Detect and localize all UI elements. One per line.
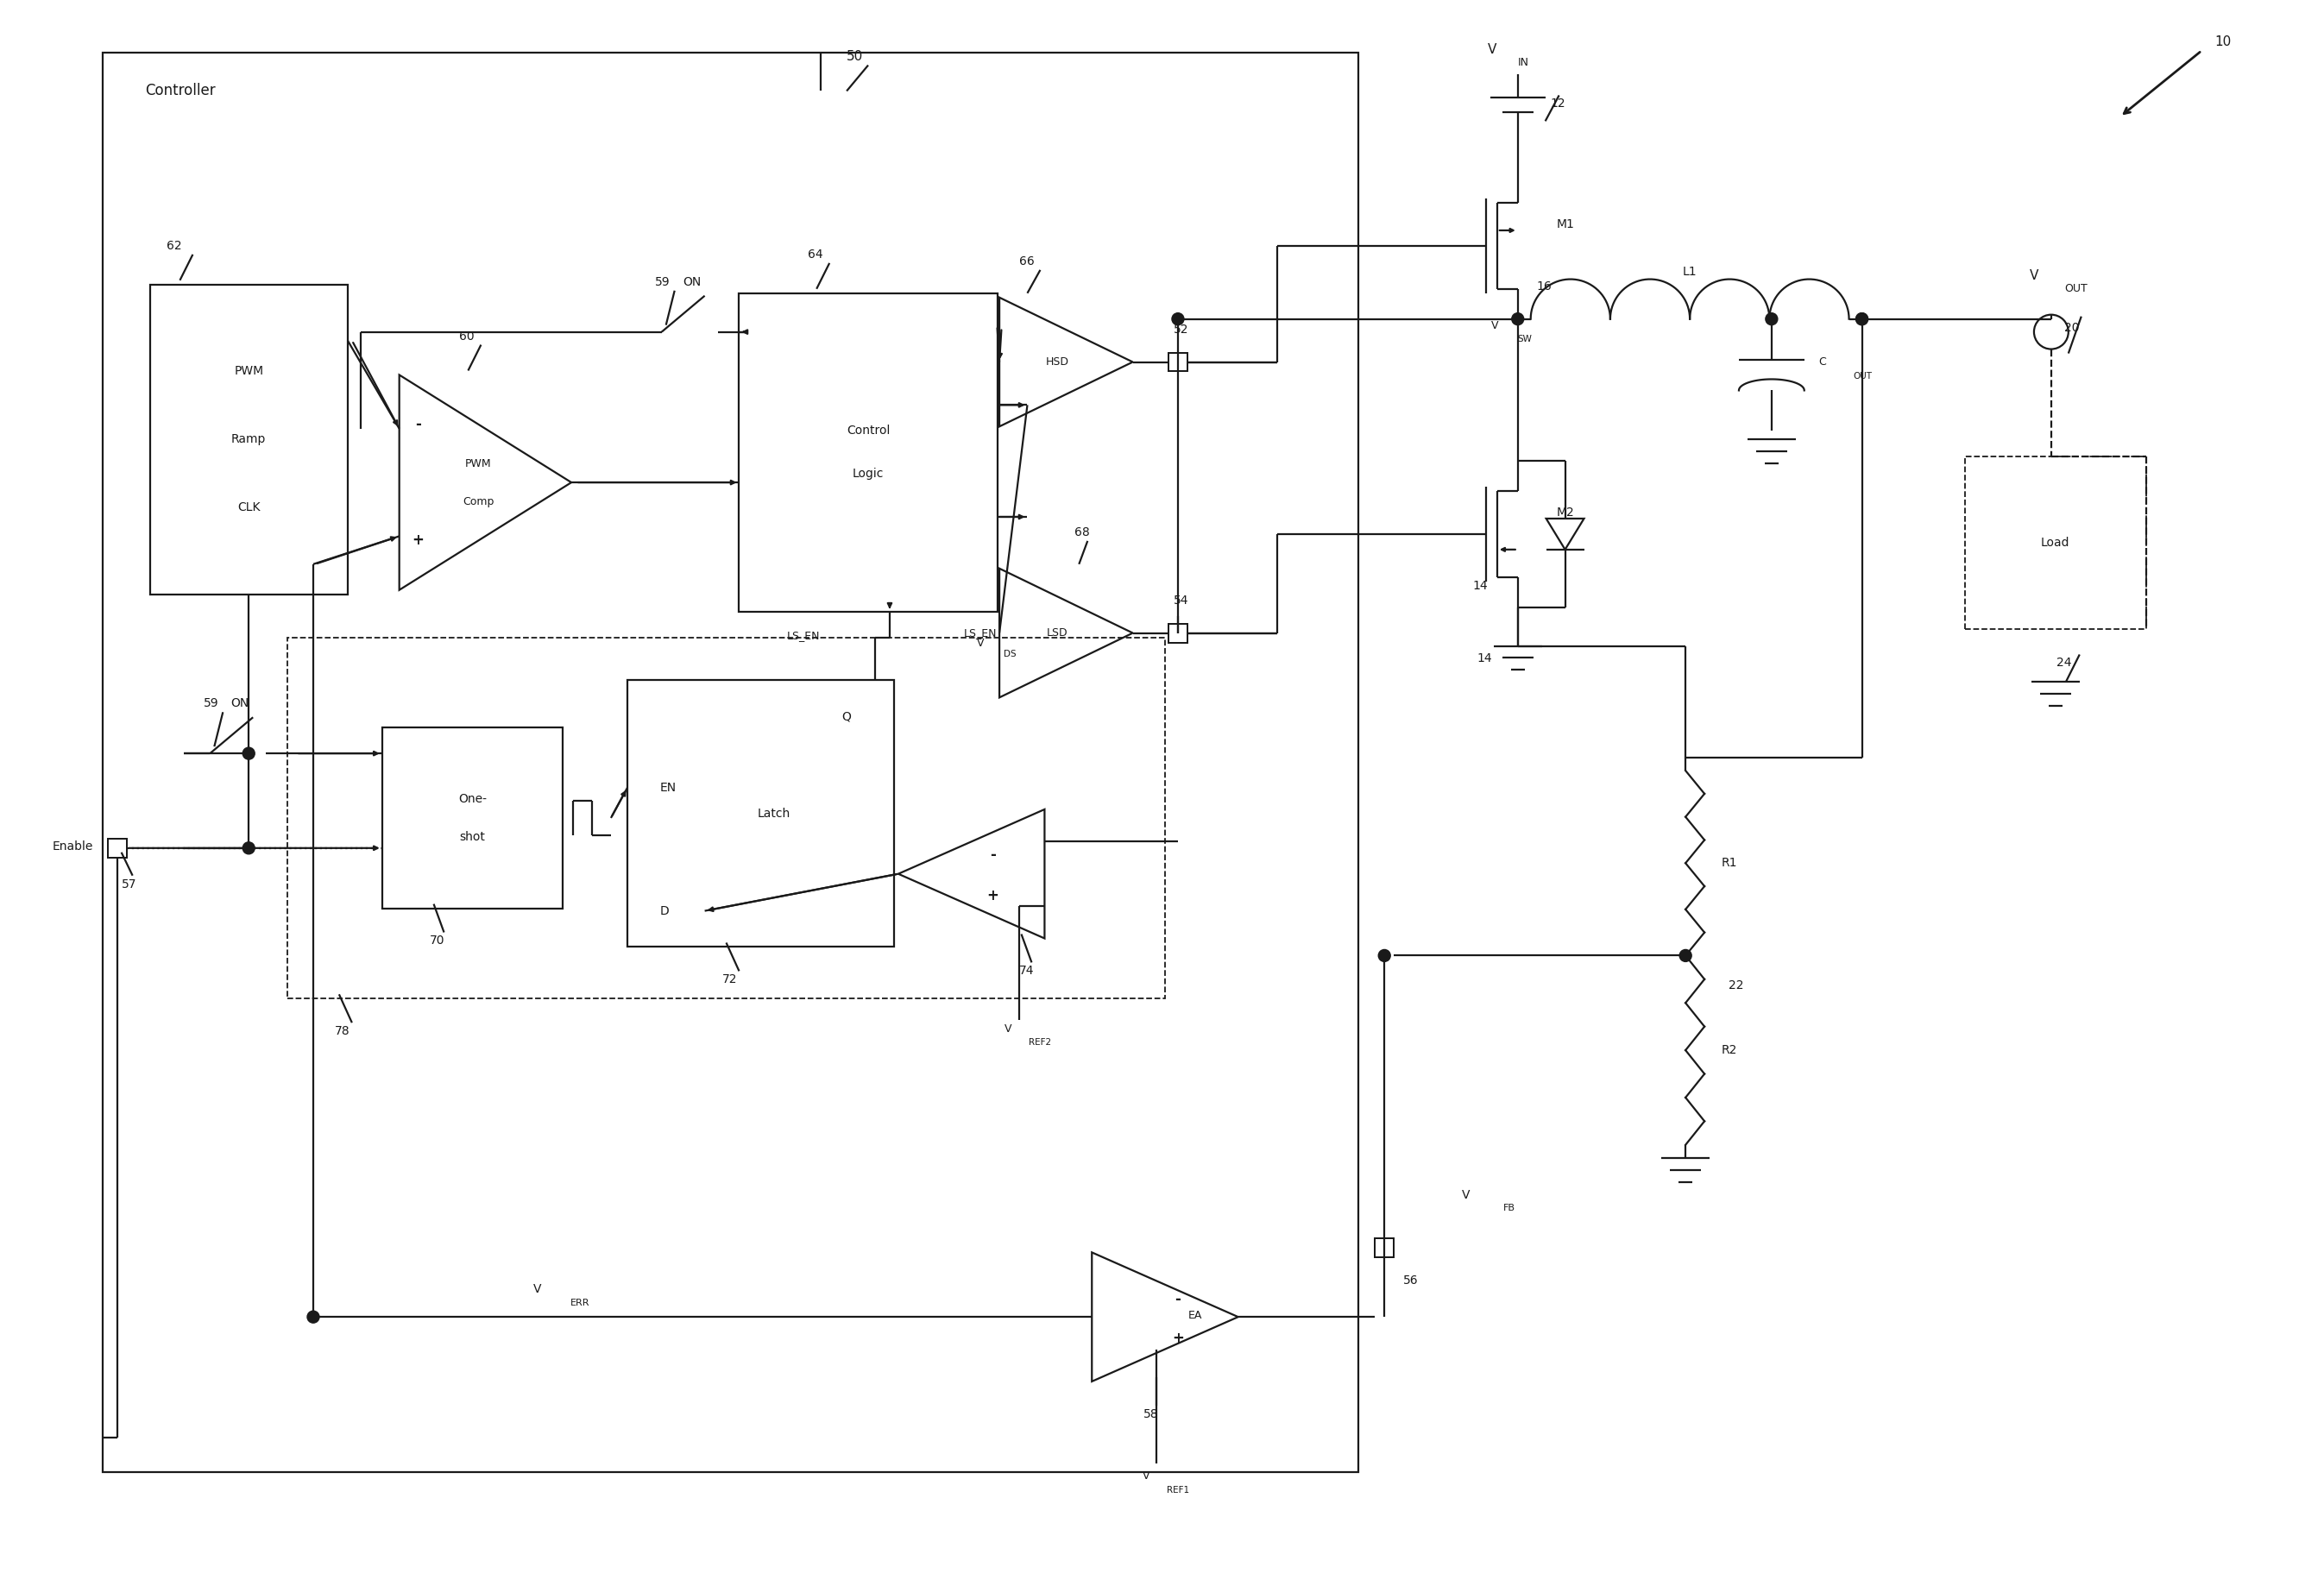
Bar bbox=[1169, 352, 1188, 371]
Text: +: + bbox=[1171, 1331, 1183, 1347]
Text: ON: ON bbox=[230, 698, 249, 709]
Circle shape bbox=[1857, 312, 1868, 325]
Circle shape bbox=[242, 747, 256, 760]
Bar bbox=[1376, 1239, 1394, 1258]
Text: 10: 10 bbox=[2215, 35, 2231, 49]
Bar bbox=[627, 680, 895, 947]
Text: REF1: REF1 bbox=[1167, 1486, 1190, 1494]
Text: CLK: CLK bbox=[237, 501, 260, 514]
Circle shape bbox=[1766, 312, 1778, 325]
Text: ON: ON bbox=[683, 276, 702, 289]
Text: Q: Q bbox=[841, 711, 851, 723]
Text: OUT: OUT bbox=[1852, 373, 1873, 381]
Bar bbox=[107, 839, 125, 858]
Text: C: C bbox=[1820, 357, 1827, 368]
Text: 62: 62 bbox=[167, 239, 181, 252]
Text: V: V bbox=[1004, 1023, 1011, 1034]
Text: LSD: LSD bbox=[1046, 628, 1069, 639]
Circle shape bbox=[1857, 312, 1868, 325]
Text: 24: 24 bbox=[2057, 657, 2071, 669]
Text: 22: 22 bbox=[1729, 980, 1743, 991]
Text: DS: DS bbox=[1004, 650, 1016, 658]
Text: 57: 57 bbox=[121, 879, 137, 890]
Bar bbox=[739, 293, 997, 612]
Text: V: V bbox=[976, 638, 983, 649]
Text: V: V bbox=[532, 1283, 541, 1296]
Text: -: - bbox=[1176, 1293, 1181, 1307]
Text: V: V bbox=[1487, 43, 1497, 56]
Circle shape bbox=[242, 842, 256, 855]
Text: 16: 16 bbox=[1536, 281, 1552, 292]
Text: EA: EA bbox=[1188, 1310, 1202, 1321]
Circle shape bbox=[1378, 950, 1390, 961]
Text: M2: M2 bbox=[1557, 506, 1573, 519]
Text: +: + bbox=[411, 533, 425, 549]
Text: 70: 70 bbox=[430, 934, 444, 947]
Text: 59: 59 bbox=[205, 698, 218, 709]
Text: -: - bbox=[416, 417, 421, 431]
Text: 58: 58 bbox=[1143, 1408, 1160, 1419]
Text: 68: 68 bbox=[1074, 527, 1090, 538]
Circle shape bbox=[1171, 312, 1183, 325]
Text: PWM: PWM bbox=[235, 365, 263, 377]
Text: 14: 14 bbox=[1473, 579, 1487, 592]
Text: shot: shot bbox=[460, 831, 486, 842]
Text: Enable: Enable bbox=[53, 841, 93, 852]
Bar bbox=[1966, 457, 2145, 628]
Circle shape bbox=[307, 1312, 318, 1323]
Text: R1: R1 bbox=[1722, 856, 1738, 869]
Text: IN: IN bbox=[1518, 57, 1529, 68]
Text: Latch: Latch bbox=[758, 807, 790, 820]
Bar bbox=[102, 52, 1360, 1472]
Text: Ramp: Ramp bbox=[232, 433, 267, 446]
Text: 52: 52 bbox=[1174, 324, 1188, 335]
Text: 14: 14 bbox=[1476, 653, 1492, 665]
Text: 78: 78 bbox=[335, 1025, 351, 1037]
Text: Control: Control bbox=[846, 425, 890, 436]
Text: 60: 60 bbox=[460, 330, 474, 343]
Text: 66: 66 bbox=[1018, 255, 1034, 268]
Text: 54: 54 bbox=[1174, 595, 1188, 606]
Text: M1: M1 bbox=[1557, 219, 1573, 230]
Text: REF2: REF2 bbox=[1030, 1039, 1053, 1047]
Text: PWM: PWM bbox=[465, 458, 493, 469]
Text: R2: R2 bbox=[1722, 1044, 1738, 1056]
Text: EN: EN bbox=[660, 782, 676, 795]
Text: +: + bbox=[988, 888, 999, 902]
Text: 74: 74 bbox=[1018, 964, 1034, 977]
Text: Load: Load bbox=[2040, 536, 2071, 549]
Bar bbox=[149, 284, 349, 595]
Text: 20: 20 bbox=[2064, 322, 2080, 333]
Text: FB: FB bbox=[1504, 1204, 1515, 1212]
Text: V: V bbox=[1141, 1470, 1150, 1481]
Text: Controller: Controller bbox=[146, 82, 216, 98]
Text: HSD: HSD bbox=[1046, 357, 1069, 368]
Text: Comp: Comp bbox=[462, 496, 495, 508]
Text: -: - bbox=[990, 847, 997, 863]
Text: V: V bbox=[1492, 320, 1499, 331]
Text: OUT: OUT bbox=[2064, 284, 2087, 295]
Text: Logic: Logic bbox=[853, 468, 883, 481]
Text: LS_EN: LS_EN bbox=[964, 628, 997, 639]
Text: V: V bbox=[2029, 270, 2038, 282]
Bar bbox=[381, 728, 562, 909]
Text: V: V bbox=[1462, 1190, 1471, 1201]
Text: 72: 72 bbox=[723, 974, 737, 986]
Text: D: D bbox=[660, 906, 669, 917]
Text: 59: 59 bbox=[655, 276, 669, 289]
Circle shape bbox=[1511, 312, 1525, 325]
Text: SW: SW bbox=[1518, 335, 1532, 343]
Circle shape bbox=[1680, 950, 1692, 961]
Text: One-: One- bbox=[458, 793, 486, 806]
Text: 56: 56 bbox=[1404, 1275, 1418, 1286]
Text: 50: 50 bbox=[846, 51, 862, 63]
Bar bbox=[288, 638, 1164, 999]
Text: LS_EN: LS_EN bbox=[786, 630, 820, 641]
Bar bbox=[1169, 623, 1188, 642]
Text: 12: 12 bbox=[1550, 98, 1566, 109]
Text: L1: L1 bbox=[1683, 265, 1697, 278]
Text: ERR: ERR bbox=[569, 1299, 590, 1307]
Text: 64: 64 bbox=[809, 249, 823, 260]
